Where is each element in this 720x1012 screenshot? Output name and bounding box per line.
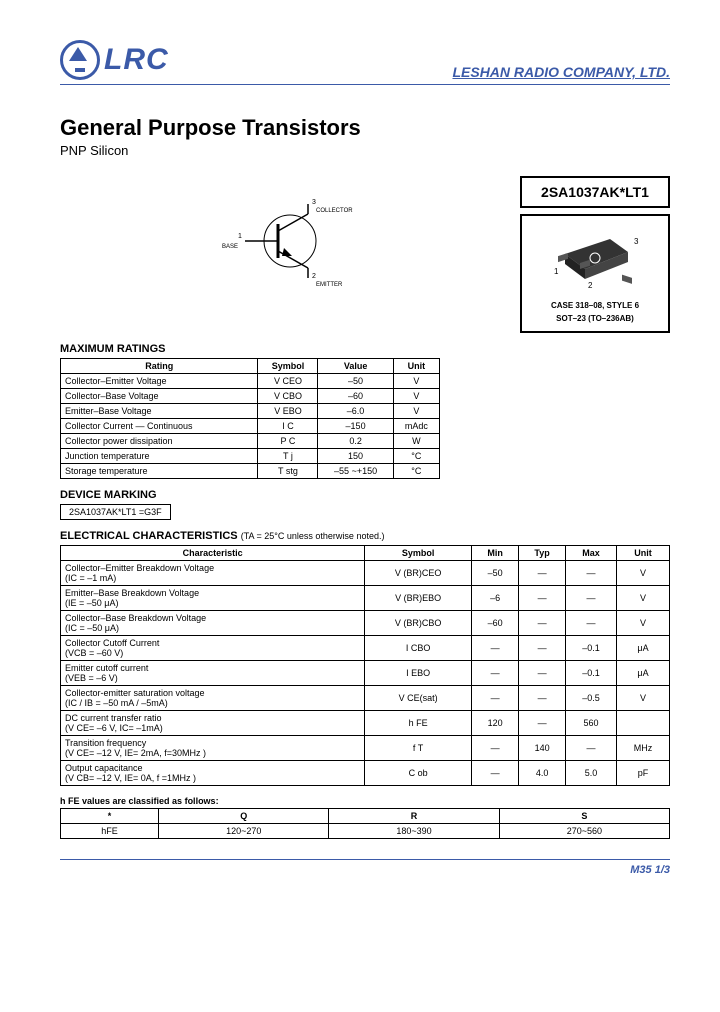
svg-text:COLLECTOR: COLLECTOR	[316, 208, 353, 214]
logo: LRC	[60, 40, 169, 80]
svg-text:1: 1	[238, 233, 242, 240]
char-head-text: ELECTRICAL CHARACTERISTICS	[60, 530, 238, 542]
svg-text:3: 3	[312, 199, 316, 206]
ratings-table: RatingSymbolValueUnit Collector–Emitter …	[60, 358, 440, 479]
page-title: General Purpose Transistors	[60, 115, 670, 141]
svg-text:EMITTER: EMITTER	[316, 282, 343, 288]
page-header: LRC LESHAN RADIO COMPANY, LTD.	[60, 40, 670, 85]
logo-text: LRC	[104, 43, 169, 77]
page-footer: M35 1/3	[60, 859, 670, 876]
svg-text:1: 1	[554, 267, 559, 276]
logo-icon	[60, 40, 100, 80]
hfe-table: *QRS hFE120~270180~390270~560	[60, 808, 670, 839]
hfe-caption: h FE values are classified as follows:	[60, 796, 670, 806]
package-icon: 1 2 3	[540, 224, 650, 294]
page-subtitle: PNP Silicon	[60, 143, 670, 158]
svg-text:3: 3	[634, 237, 639, 246]
marking-box: 2SA1037AK*LT1 =G3F	[60, 504, 171, 520]
char-note: (TA = 25°C unless otherwise noted.)	[241, 531, 385, 541]
part-number: 2SA1037AK*LT1	[520, 176, 670, 208]
characteristics-heading: ELECTRICAL CHARACTERISTICS (TA = 25°C un…	[60, 530, 670, 542]
svg-text:2: 2	[588, 281, 593, 290]
svg-text:BASE: BASE	[222, 244, 238, 250]
package-case: CASE 318–08, STYLE 6	[530, 301, 660, 310]
package-box: 1 2 3 CASE 318–08, STYLE 6 SOT–23 (TO–23…	[520, 214, 670, 333]
characteristics-table: CharacteristicSymbolMinTypMaxUnit Collec…	[60, 545, 670, 786]
ratings-heading: MAXIMUM RATINGS	[60, 343, 670, 355]
company-name: LESHAN RADIO COMPANY, LTD.	[452, 64, 670, 80]
package-sot: SOT–23 (TO–236AB)	[530, 314, 660, 323]
transistor-schematic: 3 COLLECTOR 1 BASE 2 EMITTER	[60, 176, 520, 299]
marking-heading: DEVICE MARKING	[60, 489, 670, 501]
svg-text:2: 2	[312, 273, 316, 280]
